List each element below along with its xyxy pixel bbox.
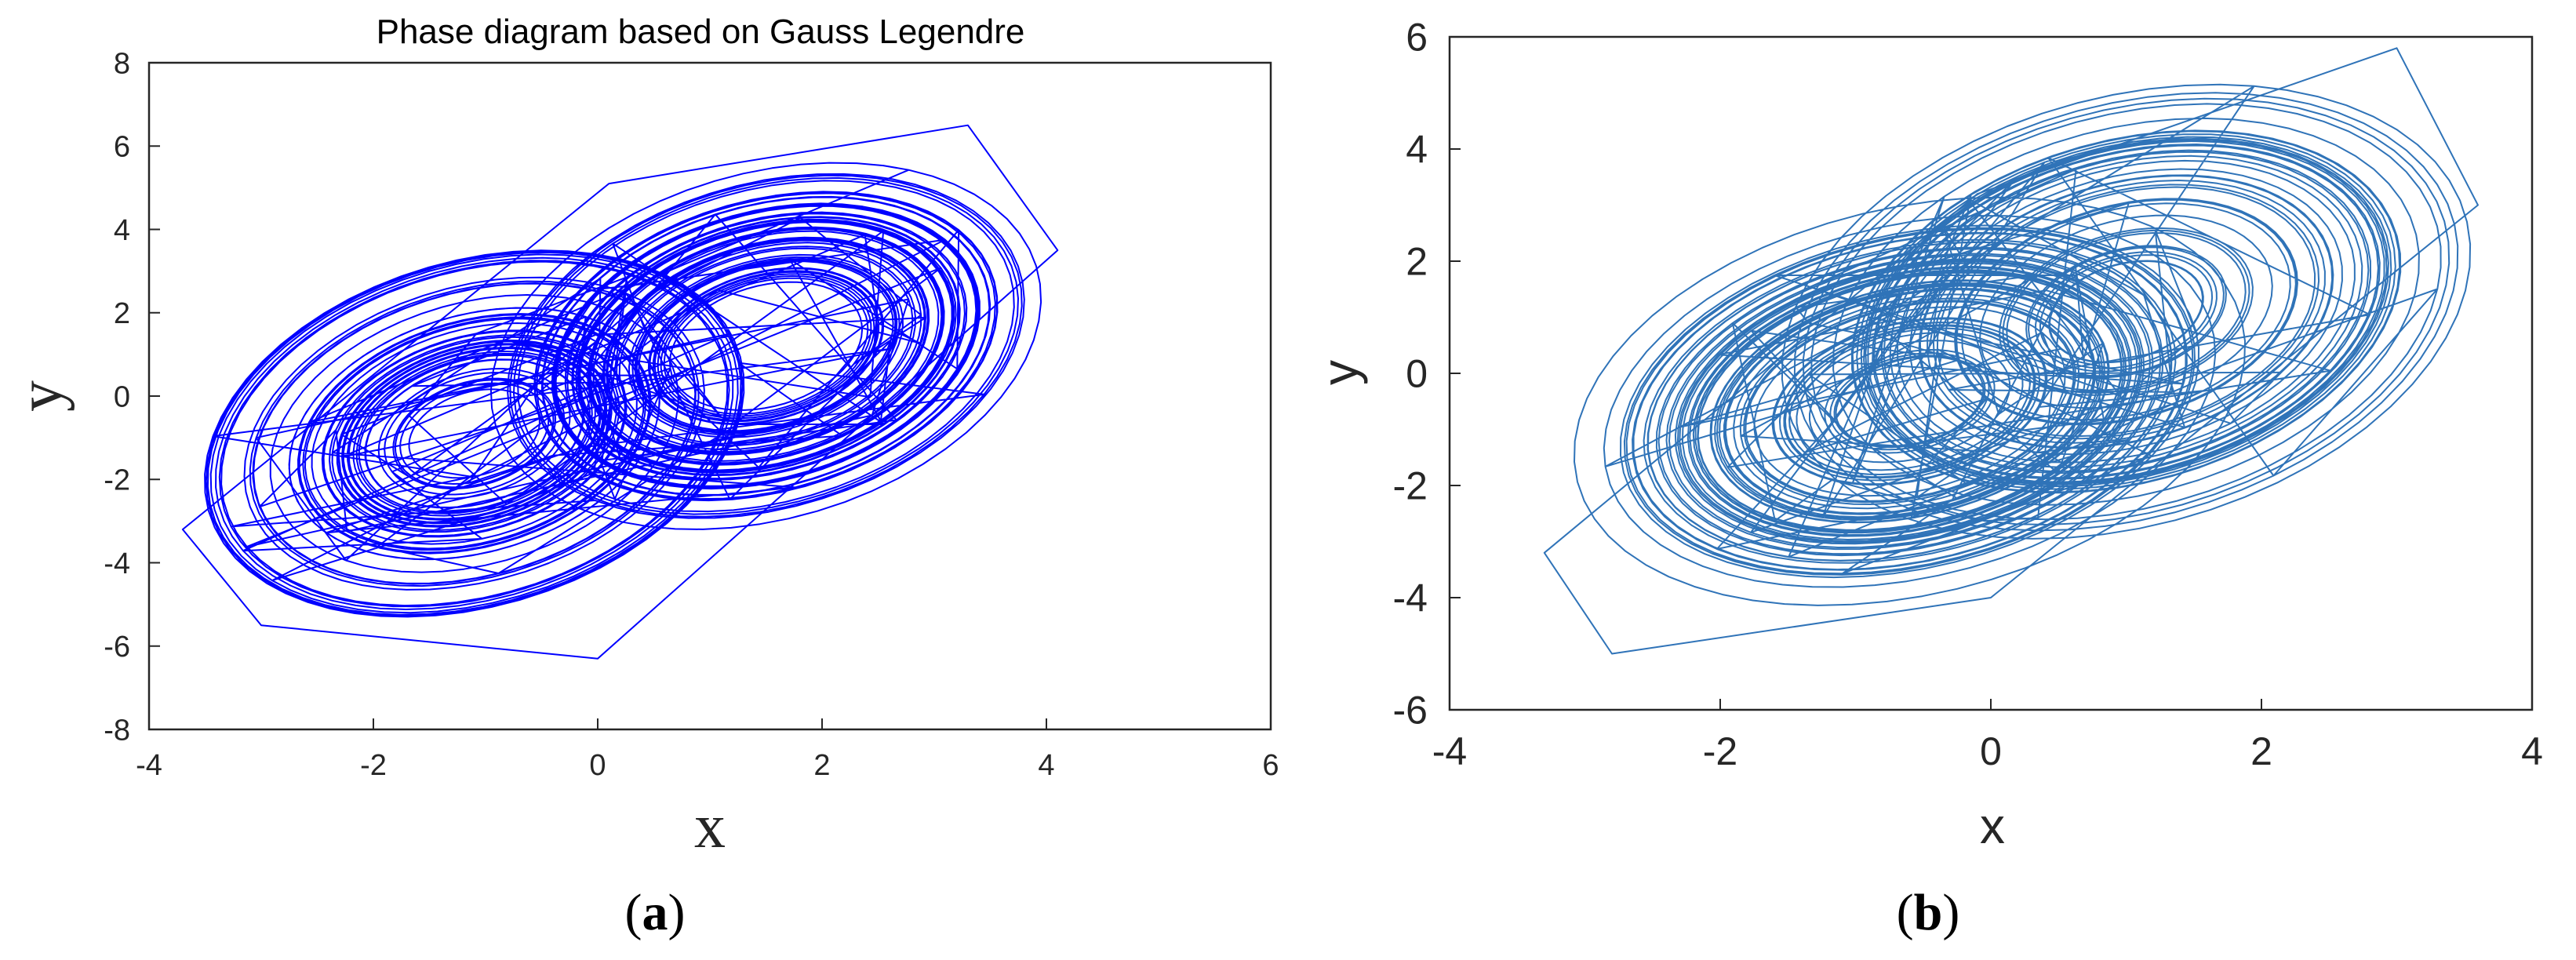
panel-a-y-ticks: -8 -6 -4 -2 0 2 4 6 8 [104,47,160,747]
panel-b-x-ticks: -4 -2 0 2 4 [1432,699,2543,773]
panel-a-y-tick-label: 4 [114,214,130,247]
panel-a-x-tick-label: -2 [360,749,387,782]
panel-b-x-tick-label: 0 [1980,729,2002,773]
panel-a: Phase diagram based on Gauss Legendre -4… [6,13,1279,941]
panel-b-y-tick-label: 2 [1406,240,1428,284]
panel-b-x-tick-label: -4 [1432,729,1467,773]
panel-a-y-tick-label: 2 [114,297,130,330]
panel-a-outer-loop-line [181,124,1059,660]
panel-a-x-tick-label: -4 [136,749,162,782]
panel-b-x-axis-label: x [1980,798,2005,854]
panel-b-y-tick-label: -6 [1393,689,1428,733]
panel-a-y-tick-label: -8 [104,714,130,747]
panel-b-y-tick-label: 0 [1406,352,1428,396]
panel-a-y-tick-label: -2 [104,464,130,497]
panel-b-x-tick-label: -2 [1703,729,1737,773]
panel-b-trajectory-line [1574,83,2472,606]
panel-b-x-tick-label: 4 [2521,729,2543,773]
panel-a-y-axis-label: y [6,380,75,412]
panel-b-trajectory [1543,47,2479,655]
panel-a-x-tick-label: 4 [1038,749,1054,782]
panel-a-trajectory [181,124,1059,660]
panel-b-outer-loop-line [1543,47,2479,655]
panel-a-caption-letter: a [642,884,668,941]
panel-a-y-tick-label: -6 [104,631,130,664]
panel-b-caption-letter: b [1914,884,1943,941]
panel-a-y-tick-label: -4 [104,547,130,580]
panel-a-y-tick-label: 0 [114,380,130,413]
panel-b-y-tick-label: -2 [1393,464,1428,508]
panel-b-y-ticks: -6 -4 -2 0 2 4 6 [1393,16,1461,733]
panel-b-y-tick-label: 6 [1406,16,1428,60]
panel-b-x-tick-label: 2 [2250,729,2272,773]
panel-a-y-tick-label: 8 [114,47,130,80]
panel-a-caption: (a) [625,884,686,941]
panel-a-x-tick-label: 2 [813,749,830,782]
panel-b-caption: (b) [1897,884,1960,941]
panel-b-y-axis-label: y [1312,360,1368,385]
panel-b-y-tick-label: 4 [1406,128,1428,172]
panel-a-x-tick-label: 0 [589,749,606,782]
panel-a-title: Phase diagram based on Gauss Legendre [377,13,1025,51]
panel-a-x-tick-label: 6 [1262,749,1279,782]
panel-a-y-tick-label: 6 [114,131,130,164]
panel-a-trajectory-line [204,162,1042,618]
panel-b-y-tick-label: -4 [1393,576,1428,620]
panel-a-x-ticks: -4 -2 0 2 4 6 [136,718,1279,782]
panel-a-x-axis-label: x [694,792,726,861]
